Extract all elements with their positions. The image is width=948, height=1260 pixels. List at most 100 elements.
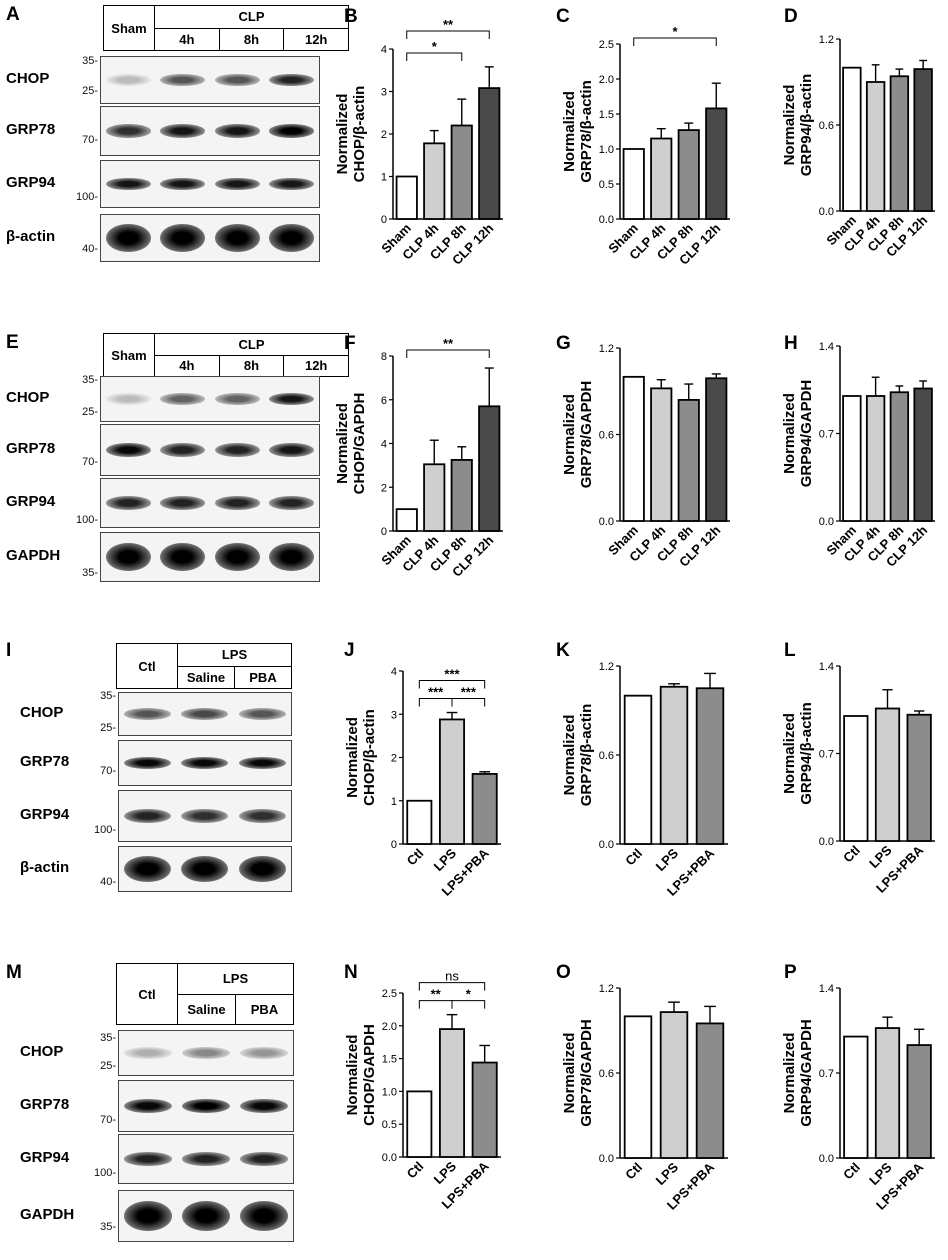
blot-image bbox=[118, 790, 292, 842]
blot-protein-label: GRP78 bbox=[6, 440, 56, 457]
header-first-lane: Ctl bbox=[138, 986, 156, 1002]
bar bbox=[705, 377, 728, 522]
significance-bracket bbox=[633, 37, 717, 46]
bar bbox=[650, 137, 673, 220]
significance-label: ns bbox=[445, 969, 459, 984]
blot-protein-label: GAPDH bbox=[6, 547, 61, 564]
bar-chart: 0.0 0.5 1.0 1.5 2.0 2.5 NormalizedCHOP/GAPDH Ct… bbox=[344, 969, 501, 1212]
significance-bracket bbox=[418, 698, 453, 707]
panel-letter: N bbox=[344, 962, 358, 983]
molecular-weight-marker: 40- bbox=[82, 243, 98, 255]
bar bbox=[623, 1015, 653, 1159]
bar bbox=[843, 1035, 869, 1159]
header-first-lane: Sham bbox=[111, 20, 147, 36]
significance-label: * bbox=[432, 39, 438, 54]
blot-band bbox=[269, 392, 315, 406]
bar bbox=[423, 142, 446, 220]
header-sub-lane: 8h bbox=[218, 28, 284, 50]
bar-chart: 0.0 0.5 1.0 1.5 2.0 2.5 NormalizedGRP78/β-acti… bbox=[561, 24, 730, 268]
blot-protein-label: CHOP bbox=[6, 389, 50, 406]
bar bbox=[650, 387, 673, 522]
bar bbox=[439, 718, 465, 845]
blot-image bbox=[118, 740, 292, 786]
blot-band bbox=[214, 73, 260, 87]
bar bbox=[439, 1028, 465, 1158]
y-axis-label: NormalizedGRP78/GAPDH bbox=[561, 1019, 595, 1127]
x-tick-label: Ctl bbox=[622, 1160, 645, 1183]
y-tick-label: 3 bbox=[381, 87, 387, 99]
blot-protein-label: GAPDH bbox=[20, 1206, 75, 1223]
molecular-weight-marker: 100- bbox=[93, 824, 116, 836]
header-first-lane: Sham bbox=[111, 347, 147, 363]
blot-band bbox=[182, 1046, 230, 1060]
y-tick-label: 1.0 bbox=[382, 1086, 397, 1098]
blot-band bbox=[160, 443, 206, 457]
y-axis-label: NormalizedCHOP/GAPDH bbox=[334, 393, 368, 495]
blot-band bbox=[182, 1201, 230, 1231]
blot-band bbox=[160, 73, 206, 87]
blot-band bbox=[124, 1099, 172, 1113]
y-tick-label: 8 bbox=[381, 351, 387, 363]
blot-header: Sham CLP 4h 8h 12h bbox=[103, 5, 349, 51]
y-axis-label-line: CHOP/GAPDH bbox=[361, 1024, 378, 1126]
molecular-weight-marker: 40- bbox=[100, 876, 116, 888]
blot-band bbox=[160, 392, 206, 406]
molecular-weight-marker: 35- bbox=[100, 690, 116, 702]
y-axis-label-line: CHOP/β-actin bbox=[361, 709, 378, 806]
y-tick-label: 1.2 bbox=[599, 343, 614, 355]
y-axis-label: NormalizedGRP78/β-actin bbox=[561, 704, 595, 807]
blot-header: Sham CLP 4h 8h 12h bbox=[103, 333, 349, 377]
blot-band bbox=[269, 124, 315, 138]
blot-band bbox=[238, 756, 286, 770]
bar bbox=[913, 68, 933, 212]
blot-band bbox=[105, 542, 151, 572]
blot-band bbox=[269, 496, 315, 510]
y-tick-label: 0.6 bbox=[599, 1068, 614, 1080]
blot-band bbox=[269, 224, 315, 252]
bar bbox=[659, 1011, 689, 1159]
blot-band bbox=[269, 73, 315, 87]
molecular-weight-marker: 100- bbox=[75, 514, 98, 526]
blot-band bbox=[238, 855, 286, 883]
y-axis-label-line: Normalized bbox=[334, 403, 351, 484]
panel-letter: E bbox=[6, 332, 19, 353]
y-tick-label: 0.0 bbox=[599, 839, 614, 851]
molecular-weight-marker: 70- bbox=[100, 1114, 116, 1126]
panel-letter: D bbox=[784, 6, 798, 27]
y-tick-label: 1.0 bbox=[599, 144, 614, 156]
y-tick-label: 1.4 bbox=[819, 983, 834, 995]
blot-band bbox=[160, 124, 206, 138]
header-sub-row: Saline PBA bbox=[178, 666, 291, 688]
blot-header: Ctl LPS Saline PBA bbox=[116, 643, 292, 689]
blot-band bbox=[124, 756, 172, 770]
blot-band bbox=[182, 1152, 230, 1166]
blot-image bbox=[100, 424, 320, 476]
blot-band bbox=[214, 392, 260, 406]
significance-label: * bbox=[466, 987, 472, 1002]
y-tick-label: 0.0 bbox=[819, 1153, 834, 1165]
y-axis-label-line: GRP78/β-actin bbox=[578, 80, 595, 183]
bar bbox=[842, 66, 862, 212]
y-axis-label-line: Normalized bbox=[781, 1033, 798, 1114]
y-tick-label: 1.2 bbox=[599, 983, 614, 995]
x-tick-label: LPS bbox=[653, 1159, 682, 1188]
significance-label: * bbox=[672, 24, 678, 39]
molecular-weight-marker: 70- bbox=[82, 134, 98, 146]
molecular-weight-marker: 25- bbox=[100, 1060, 116, 1072]
blot-band bbox=[124, 809, 172, 823]
bar bbox=[395, 508, 418, 532]
x-tick-label: LPS bbox=[431, 1158, 460, 1187]
header-group-label: LPS bbox=[178, 644, 291, 667]
y-tick-label: 0.0 bbox=[599, 516, 614, 528]
panel-letter: P bbox=[784, 962, 797, 983]
y-tick-label: 1.4 bbox=[819, 661, 834, 673]
y-axis-label-line: Normalized bbox=[561, 715, 578, 796]
blot-image bbox=[118, 1190, 294, 1242]
blot-image bbox=[100, 478, 320, 528]
blot-band bbox=[181, 708, 229, 720]
bar bbox=[874, 1027, 901, 1159]
y-axis-label: NormalizedGRP78/GAPDH bbox=[561, 381, 595, 489]
blot-header: Ctl LPS Saline PBA bbox=[116, 963, 294, 1025]
